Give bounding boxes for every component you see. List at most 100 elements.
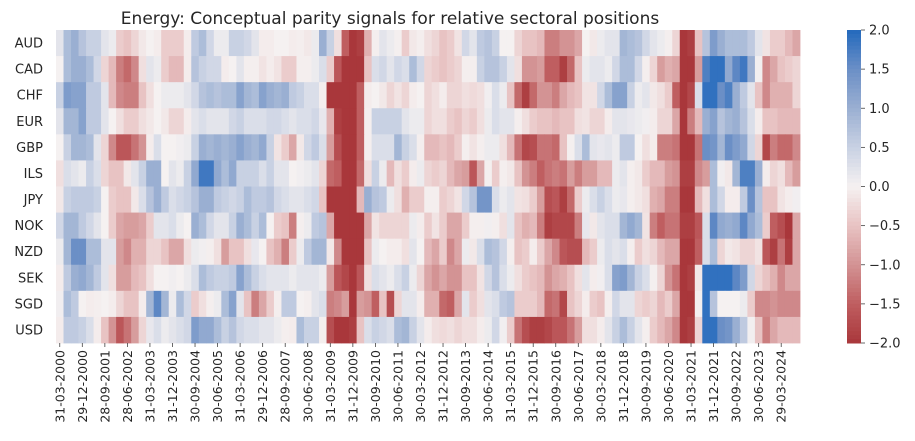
heatmap-cell [281,264,290,292]
heatmap-cell [334,212,342,240]
heatmap-cell [221,160,230,187]
heatmap-cell [386,238,395,266]
heatmap-cell [664,316,673,344]
heatmap-cell [664,290,673,318]
heatmap-cell [183,290,192,318]
heatmap-cell [183,238,192,266]
colorbar-segment [847,159,861,164]
heatmap-cell [649,238,658,266]
x-tick-label: 28-09-2001 [97,350,112,423]
heatmap-cell [491,56,500,83]
heatmap-cell [754,290,763,318]
heatmap-cell [657,134,666,161]
heatmap-cell [792,290,801,318]
heatmap-cell [191,108,200,135]
heatmap-cell [536,56,545,83]
heatmap-cell [364,160,373,187]
heatmap-cell [649,30,658,57]
heatmap-cell [762,160,771,187]
heatmap-cell [717,186,726,213]
heatmap-cell [567,134,575,161]
colorbar-segment [847,170,861,176]
heatmap-cell [386,186,395,213]
heatmap-cell [559,316,568,344]
heatmap-cell [642,56,651,83]
heatmap-cell [739,30,748,57]
heatmap-cell [687,160,696,187]
heatmap-cell [356,212,365,240]
heatmap-cell [574,82,583,109]
heatmap-cell [243,108,252,135]
heatmap-cell [228,82,237,109]
heatmap-cell [612,56,621,83]
heatmap-cell [416,290,425,318]
heatmap-cell [191,238,200,266]
heatmap-cell [394,160,403,187]
x-tick-label: 30-03-2018 [593,350,608,423]
heatmap-cell [349,56,358,83]
heatmap-cell [243,160,252,187]
heatmap-cell [251,238,260,266]
heatmap-cell [559,82,568,109]
heatmap-cell [536,290,545,318]
heatmap-cell [664,212,673,240]
heatmap-cell [146,56,155,83]
heatmap-cell [116,238,125,266]
heatmap-cell [446,30,455,57]
heatmap-cell [213,186,222,213]
heatmap-cell [153,290,162,318]
heatmap-cell [664,30,673,57]
heatmap-cell [777,108,786,135]
colorbar-tick-label: −0.5 [869,219,901,234]
heatmap-cell [101,186,110,213]
heatmap-cell [63,186,72,213]
heatmap-cell [739,264,748,292]
x-tick-label: 29-12-2006 [255,350,270,423]
heatmap-cell [634,316,643,344]
heatmap-cell [446,108,455,135]
colorbar-segment [847,163,861,168]
heatmap-cell [409,160,418,187]
heatmap-cell [251,108,260,135]
heatmap-cell [349,108,358,135]
heatmap-cell [439,134,448,161]
heatmap-cell [101,30,110,57]
heatmap-cell [574,160,583,187]
heatmap-cell [191,212,200,240]
heatmap-cell [168,160,177,187]
heatmap-cell [506,186,515,213]
heatmap-cell [709,160,718,187]
heatmap-cell [491,316,500,344]
heatmap-cell [191,264,200,292]
heatmap-cell [326,108,335,135]
heatmap-cell [544,264,553,292]
heatmap-cell [341,56,350,83]
heatmap-cell [116,82,125,109]
heatmap-cell [642,186,651,213]
heatmap-cell [108,56,117,83]
colorbar-segment [847,323,861,328]
heatmap-cell [116,30,125,57]
heatmap-cell [552,134,560,161]
heatmap-cell [243,238,252,266]
heatmap-cell [288,264,297,292]
heatmap-cell [379,212,388,240]
heatmap-cell [739,238,748,266]
heatmap-cell [627,186,636,213]
heatmap-cell [687,212,696,240]
heatmap-cell [529,134,538,161]
heatmap-cell [236,264,245,292]
heatmap-cell [341,160,350,187]
heatmap-cell [386,212,395,240]
heatmap-cell [664,108,673,135]
heatmap-cell [131,316,140,344]
heatmap-cell [288,108,297,135]
heatmap-cell [724,160,733,187]
heatmap-cell [657,56,666,83]
heatmap-cell [131,264,140,292]
heatmap-cell [93,56,102,83]
heatmap-cell [454,264,463,292]
heatmap-cell [326,186,335,213]
heatmap-cell [394,82,403,109]
heatmap-cell [168,186,177,213]
